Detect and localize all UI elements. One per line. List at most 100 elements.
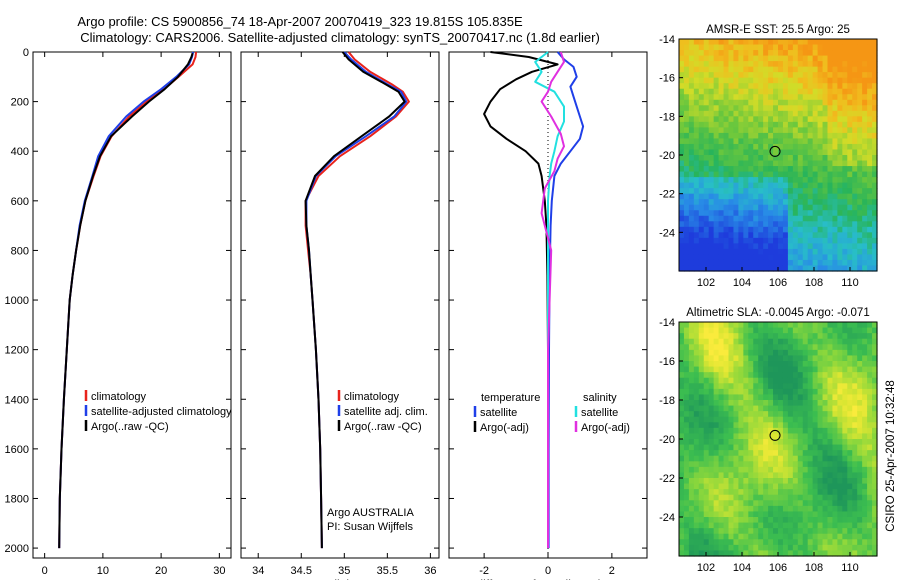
heatmap-cell <box>688 44 695 51</box>
heatmap-cell <box>847 422 853 429</box>
heatmap-cell <box>713 177 720 184</box>
heatmap-cell <box>679 522 685 529</box>
heatmap-cell <box>862 528 868 535</box>
heatmap-cell <box>768 237 774 244</box>
heatmap-cell <box>837 88 843 95</box>
heatmap-cell <box>837 322 843 329</box>
heatmap-cell <box>763 517 769 524</box>
heatmap-cell <box>743 259 749 267</box>
heatmap-cell <box>683 193 690 200</box>
heatmap-cell <box>698 166 705 173</box>
heatmap-cell <box>857 237 863 244</box>
heatmap-cell <box>733 177 739 184</box>
heatmap-cell <box>683 400 690 407</box>
heatmap-cell <box>807 215 814 222</box>
heatmap-cell <box>748 489 754 496</box>
heatmap-cell <box>708 221 715 228</box>
heatmap-cell <box>728 237 735 244</box>
heatmap-cell <box>688 66 695 73</box>
heatmap-cell <box>792 394 799 401</box>
heatmap-cell <box>748 44 754 51</box>
heatmap-cell <box>802 550 809 557</box>
heatmap-cell <box>778 517 784 524</box>
heatmap-cell <box>807 472 814 479</box>
heatmap-cell <box>693 372 700 379</box>
heatmap-cell <box>748 265 754 272</box>
heatmap-cell <box>718 77 725 84</box>
heatmap-cell <box>797 338 804 345</box>
heatmap-cell <box>738 333 744 340</box>
heatmap-cell <box>867 483 873 490</box>
heatmap-cell <box>708 204 715 211</box>
heatmap-cell <box>698 116 705 123</box>
heatmap-cell <box>782 416 789 423</box>
heatmap-cell <box>738 422 744 429</box>
heatmap-cell <box>738 416 744 423</box>
heatmap-cell <box>832 72 838 79</box>
heatmap-cell <box>753 466 759 474</box>
heatmap-cell <box>713 77 720 84</box>
heatmap-cell <box>763 226 769 233</box>
heatmap-cell <box>827 149 834 156</box>
heatmap-cell <box>773 265 779 272</box>
heatmap-cell <box>862 533 868 540</box>
heatmap-cell <box>797 50 804 57</box>
heatmap-cell <box>872 83 878 90</box>
heatmap-cell <box>758 121 764 128</box>
heatmap-cell <box>837 416 843 423</box>
heatmap-cell <box>837 72 843 79</box>
heatmap-cell <box>713 383 720 390</box>
heatmap-cell <box>812 121 819 128</box>
heatmap-cell <box>698 478 705 485</box>
heatmap-cell <box>822 248 829 256</box>
heatmap-cell <box>812 394 819 401</box>
heatmap-cell <box>797 193 804 200</box>
heatmap-cell <box>698 177 705 184</box>
heatmap-cell <box>867 182 873 189</box>
heatmap-cell <box>733 182 739 189</box>
heatmap-cell <box>842 450 848 457</box>
heatmap-cell <box>768 44 774 51</box>
heatmap-cell <box>713 411 720 418</box>
heatmap-cell <box>748 511 754 518</box>
heatmap-cell <box>748 193 754 200</box>
heatmap-cell <box>683 517 690 524</box>
heatmap-cell <box>683 88 690 95</box>
heatmap-cell <box>748 39 754 46</box>
heatmap-cell <box>718 121 725 128</box>
heatmap-cell <box>842 210 848 217</box>
heatmap-cell <box>872 394 878 401</box>
heatmap-cell <box>758 160 764 167</box>
heatmap-cell <box>708 361 715 368</box>
heatmap-cell <box>753 66 759 73</box>
heatmap-cell <box>872 143 878 151</box>
heatmap-cell <box>763 333 769 340</box>
heatmap-cell <box>703 210 710 217</box>
heatmap-cell <box>713 44 720 51</box>
heatmap-cell <box>773 149 779 156</box>
heatmap-cell <box>797 433 804 440</box>
heatmap-cell <box>857 243 863 250</box>
heatmap-cell <box>862 72 868 79</box>
heatmap-cell <box>683 522 690 529</box>
heatmap-cell <box>842 110 848 117</box>
heatmap-cell <box>797 394 804 401</box>
heatmap-cell <box>688 221 695 228</box>
heatmap-cell <box>698 533 705 540</box>
heatmap-cell <box>842 338 848 345</box>
heatmap-cell <box>778 121 784 128</box>
heatmap-cell <box>748 83 754 90</box>
heatmap-cell <box>768 61 774 68</box>
heatmap-cell <box>698 44 705 51</box>
legend-sal-argo: Argo(-adj) <box>581 422 630 434</box>
heatmap-cell <box>847 439 853 446</box>
heatmap-cell <box>867 226 873 233</box>
heatmap-cell <box>802 455 809 462</box>
heatmap-cell <box>807 204 814 211</box>
heatmap-cell <box>698 483 705 490</box>
heatmap-cell <box>753 55 759 62</box>
heatmap-cell <box>847 177 853 184</box>
heatmap-cell <box>693 44 700 51</box>
heatmap-cell <box>743 121 749 128</box>
heatmap-cell <box>778 455 784 462</box>
